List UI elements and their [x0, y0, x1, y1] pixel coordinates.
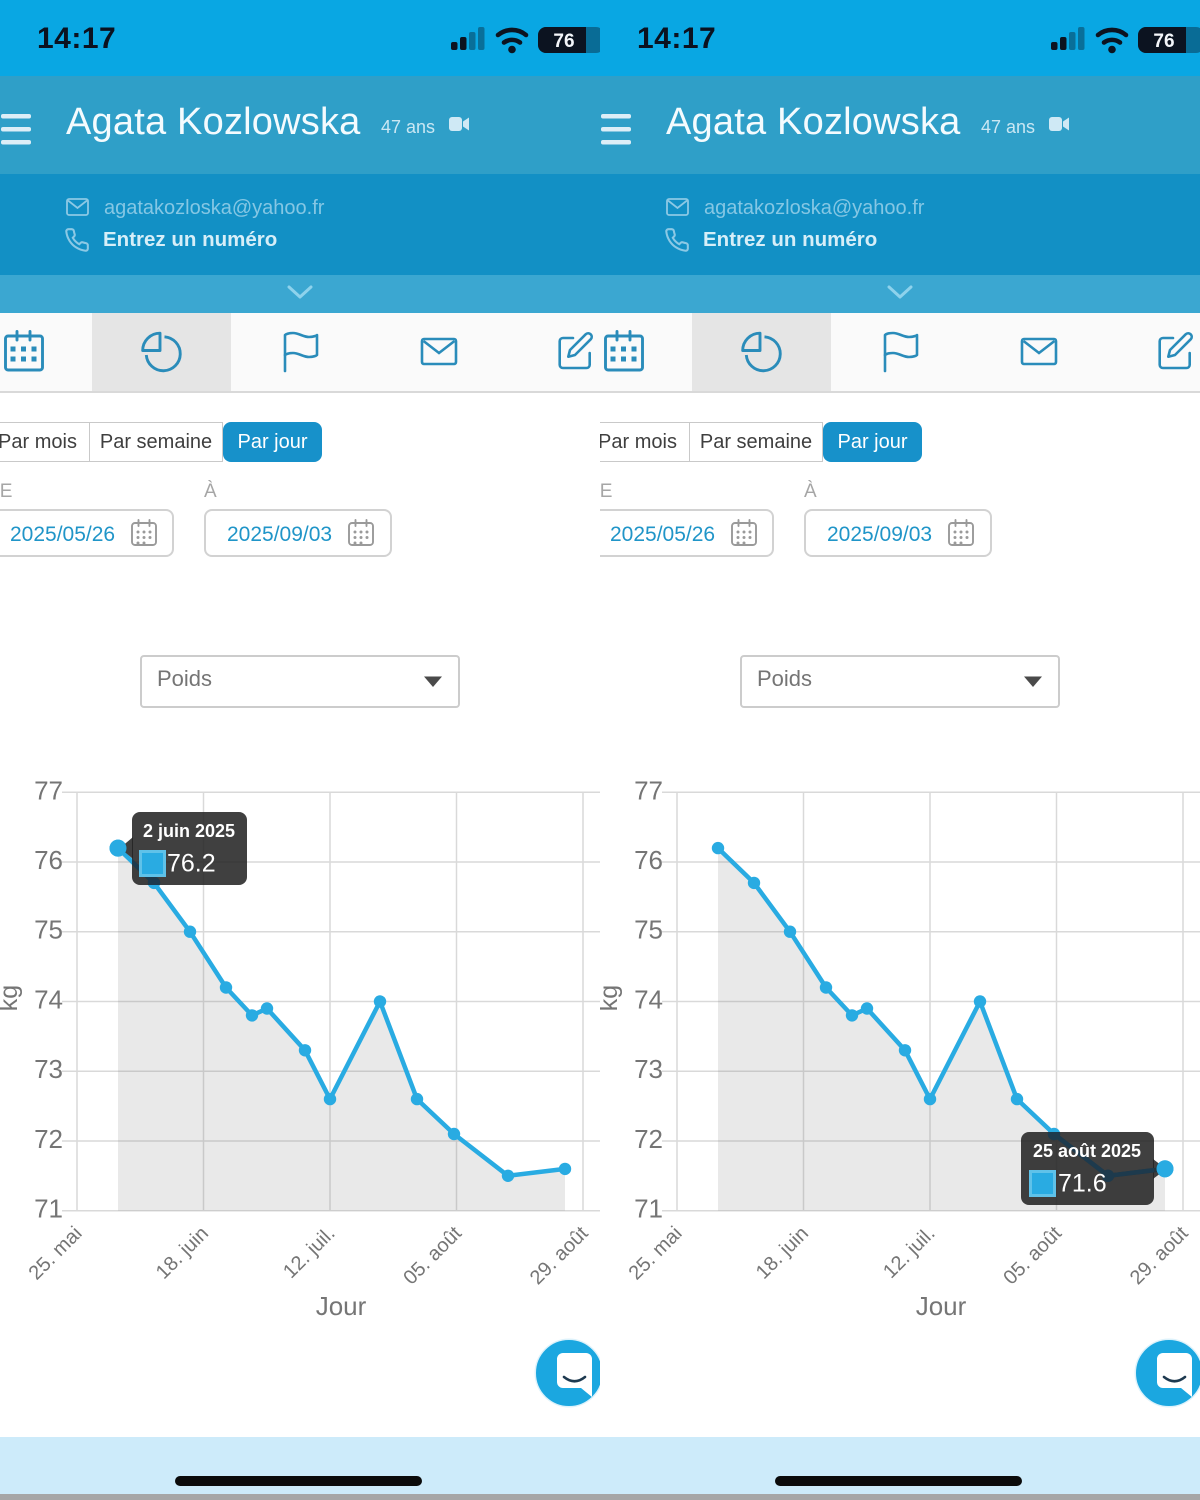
svg-text:25. mai: 25. mai — [25, 1222, 87, 1284]
svg-text:kg: kg — [0, 985, 23, 1011]
svg-text:71: 71 — [634, 1194, 663, 1224]
svg-text:2 juin 2025: 2 juin 2025 — [143, 821, 235, 841]
svg-text:76: 76 — [553, 31, 574, 52]
svg-text:05. août: 05. août — [999, 1222, 1066, 1289]
svg-text:29. août: 29. août — [526, 1222, 593, 1289]
svg-text:74: 74 — [634, 985, 663, 1015]
svg-text:76: 76 — [634, 845, 663, 875]
svg-text:75: 75 — [34, 915, 63, 945]
svg-text:72: 72 — [634, 1124, 663, 1154]
svg-text:74: 74 — [34, 985, 63, 1015]
svg-text:12. juil.: 12. juil. — [279, 1222, 339, 1282]
svg-text:25 août 2025: 25 août 2025 — [1033, 1141, 1141, 1161]
svg-text:77: 77 — [34, 775, 63, 805]
svg-text:29. août: 29. août — [1126, 1222, 1193, 1289]
svg-text:kg: kg — [600, 985, 623, 1011]
svg-text:72: 72 — [34, 1124, 63, 1154]
svg-text:71: 71 — [34, 1194, 63, 1224]
svg-text:18. juin: 18. juin — [752, 1222, 813, 1283]
svg-text:Jour: Jour — [316, 1291, 367, 1321]
svg-text:12. juil.: 12. juil. — [879, 1222, 939, 1282]
svg-text:73: 73 — [34, 1054, 63, 1084]
svg-text:71.6: 71.6 — [1058, 1170, 1107, 1198]
svg-text:18. juin: 18. juin — [152, 1222, 213, 1283]
svg-text:05. août: 05. août — [399, 1222, 466, 1289]
svg-text:77: 77 — [634, 775, 663, 805]
svg-text:Jour: Jour — [916, 1291, 967, 1321]
svg-text:76: 76 — [34, 845, 63, 875]
svg-text:25. mai: 25. mai — [625, 1222, 687, 1284]
svg-text:76.2: 76.2 — [167, 850, 216, 878]
svg-text:75: 75 — [634, 915, 663, 945]
svg-text:76: 76 — [1153, 31, 1174, 52]
svg-text:73: 73 — [634, 1054, 663, 1084]
